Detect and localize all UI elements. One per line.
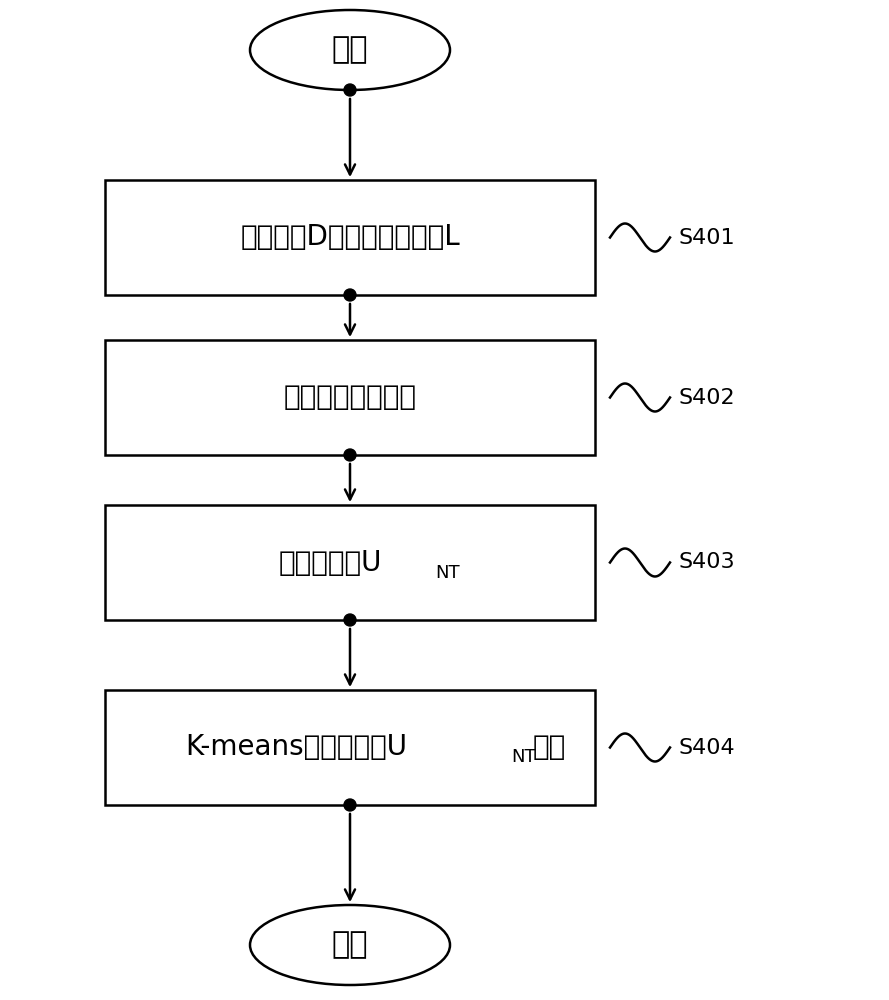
Text: 聚类: 聚类 xyxy=(533,734,566,762)
Text: 开始: 开始 xyxy=(332,35,368,64)
Text: 新数据集合U: 新数据集合U xyxy=(278,548,381,576)
Text: 结束: 结束 xyxy=(332,930,368,960)
Bar xyxy=(105,690,595,805)
Bar xyxy=(105,340,595,455)
Circle shape xyxy=(344,289,356,301)
Text: 对角矩阵D和拉普拉斯矩阵L: 对角矩阵D和拉普拉斯矩阵L xyxy=(240,224,460,251)
Text: NT: NT xyxy=(511,748,536,766)
Text: S403: S403 xyxy=(678,552,734,572)
Text: S402: S402 xyxy=(678,387,734,408)
Bar xyxy=(105,505,595,620)
Circle shape xyxy=(344,449,356,461)
Text: NT: NT xyxy=(435,564,460,582)
Text: S404: S404 xyxy=(678,738,734,758)
Ellipse shape xyxy=(250,905,450,985)
Text: 特征値和特征向量: 特征値和特征向量 xyxy=(284,383,417,412)
Circle shape xyxy=(344,799,356,811)
Text: S401: S401 xyxy=(678,228,734,247)
Bar xyxy=(105,180,595,295)
Text: K-means对数据集合U: K-means对数据集合U xyxy=(185,734,407,762)
Circle shape xyxy=(344,84,356,96)
Ellipse shape xyxy=(250,10,450,90)
Circle shape xyxy=(344,614,356,626)
